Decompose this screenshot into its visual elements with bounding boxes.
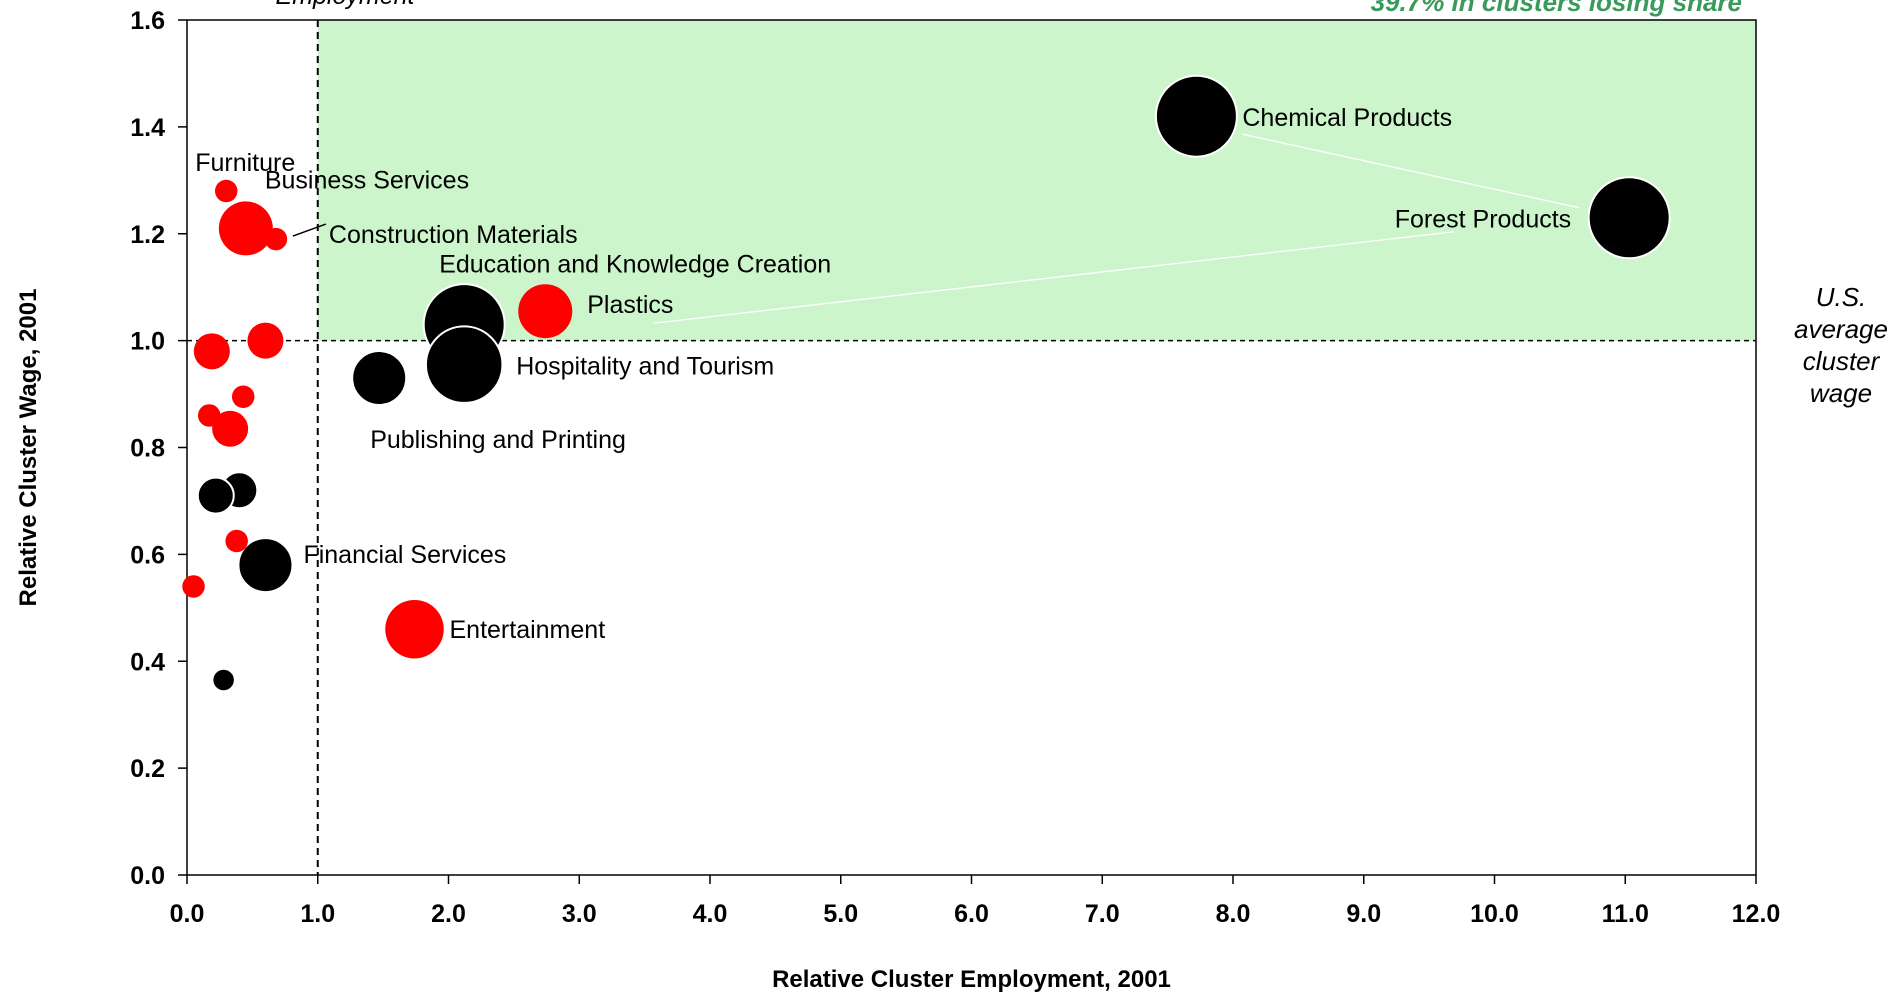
y-tick-label: 1.4: [130, 114, 165, 142]
bubble-point: [518, 284, 573, 339]
bubble-point: [218, 201, 273, 256]
bubble-point: [247, 322, 284, 359]
bubble-label: Financial Services: [303, 541, 506, 569]
horizontal-reference-label: U.S.: [1816, 282, 1867, 312]
x-tick-label: 11.0: [1602, 900, 1649, 928]
horizontal-reference-label: wage: [1810, 378, 1872, 408]
leader-line: [1242, 133, 1580, 209]
x-tick-label: 2.0: [431, 900, 466, 928]
bubble-point: [264, 227, 288, 251]
y-tick-label: 0.8: [130, 435, 165, 463]
bubble-label: Hospitality and Tourism: [516, 353, 774, 381]
x-tick-label: 6.0: [954, 900, 989, 928]
horizontal-reference-label: cluster: [1803, 346, 1881, 376]
x-axis-title: Relative Cluster Employment, 2001: [772, 966, 1171, 993]
bubble-label: Construction Materials: [329, 221, 578, 249]
y-axis-title: Relative Cluster Wage, 2001: [15, 289, 42, 607]
vertical-reference-label: Employment: [276, 0, 416, 10]
bubble-point: [1154, 74, 1238, 158]
bubble-label: Furniture: [195, 149, 295, 177]
bubble-point: [424, 325, 504, 404]
x-tick-label: 3.0: [562, 900, 597, 928]
bubble-point: [212, 410, 249, 447]
bubble-label: Publishing and Printing: [370, 426, 626, 454]
x-tick-label: 5.0: [823, 900, 858, 928]
bubble-label: Plastics: [587, 291, 673, 319]
y-tick-label: 1.2: [130, 221, 165, 249]
bubble-point: [211, 667, 236, 693]
bubble-label: Forest Products: [1395, 206, 1571, 234]
bubble-point: [231, 385, 255, 408]
summary-annotation: 39.7% in clusters losing share: [1371, 0, 1742, 17]
x-tick-label: 4.0: [693, 900, 728, 928]
bubble-point: [214, 179, 238, 203]
x-tick-label: 10.0: [1470, 900, 1519, 928]
x-tick-label: 1.0: [300, 900, 335, 928]
bubble-point: [193, 333, 230, 370]
bubble-point: [237, 537, 294, 594]
bubble-label: Education and Knowledge Creation: [439, 251, 831, 279]
bubble-point: [1587, 176, 1671, 260]
x-tick-label: 7.0: [1085, 900, 1120, 928]
leader-line: [292, 223, 327, 237]
x-tick-label: 8.0: [1216, 900, 1251, 928]
bubble-label: Chemical Products: [1242, 104, 1452, 132]
y-tick-label: 0.4: [130, 648, 165, 676]
leader-line: [653, 231, 1455, 324]
bubble-point: [351, 350, 408, 407]
x-tick-label: 12.0: [1732, 900, 1781, 928]
bubble-point: [182, 575, 205, 598]
bubble-point: [196, 476, 235, 515]
bubble-point: [385, 599, 444, 659]
x-tick-label: 9.0: [1346, 900, 1381, 928]
y-tick-label: 0.0: [130, 862, 165, 890]
y-tick-label: 0.6: [130, 541, 165, 569]
horizontal-reference-label: average: [1794, 314, 1888, 344]
bubble-point: [225, 529, 248, 553]
x-tick-label: 0.0: [170, 900, 205, 928]
y-tick-label: 1.0: [130, 328, 165, 356]
bubble-label: Entertainment: [450, 616, 606, 644]
bubble-label: Business Services: [265, 166, 469, 194]
y-tick-label: 1.6: [130, 7, 165, 35]
y-tick-label: 0.2: [130, 755, 165, 783]
